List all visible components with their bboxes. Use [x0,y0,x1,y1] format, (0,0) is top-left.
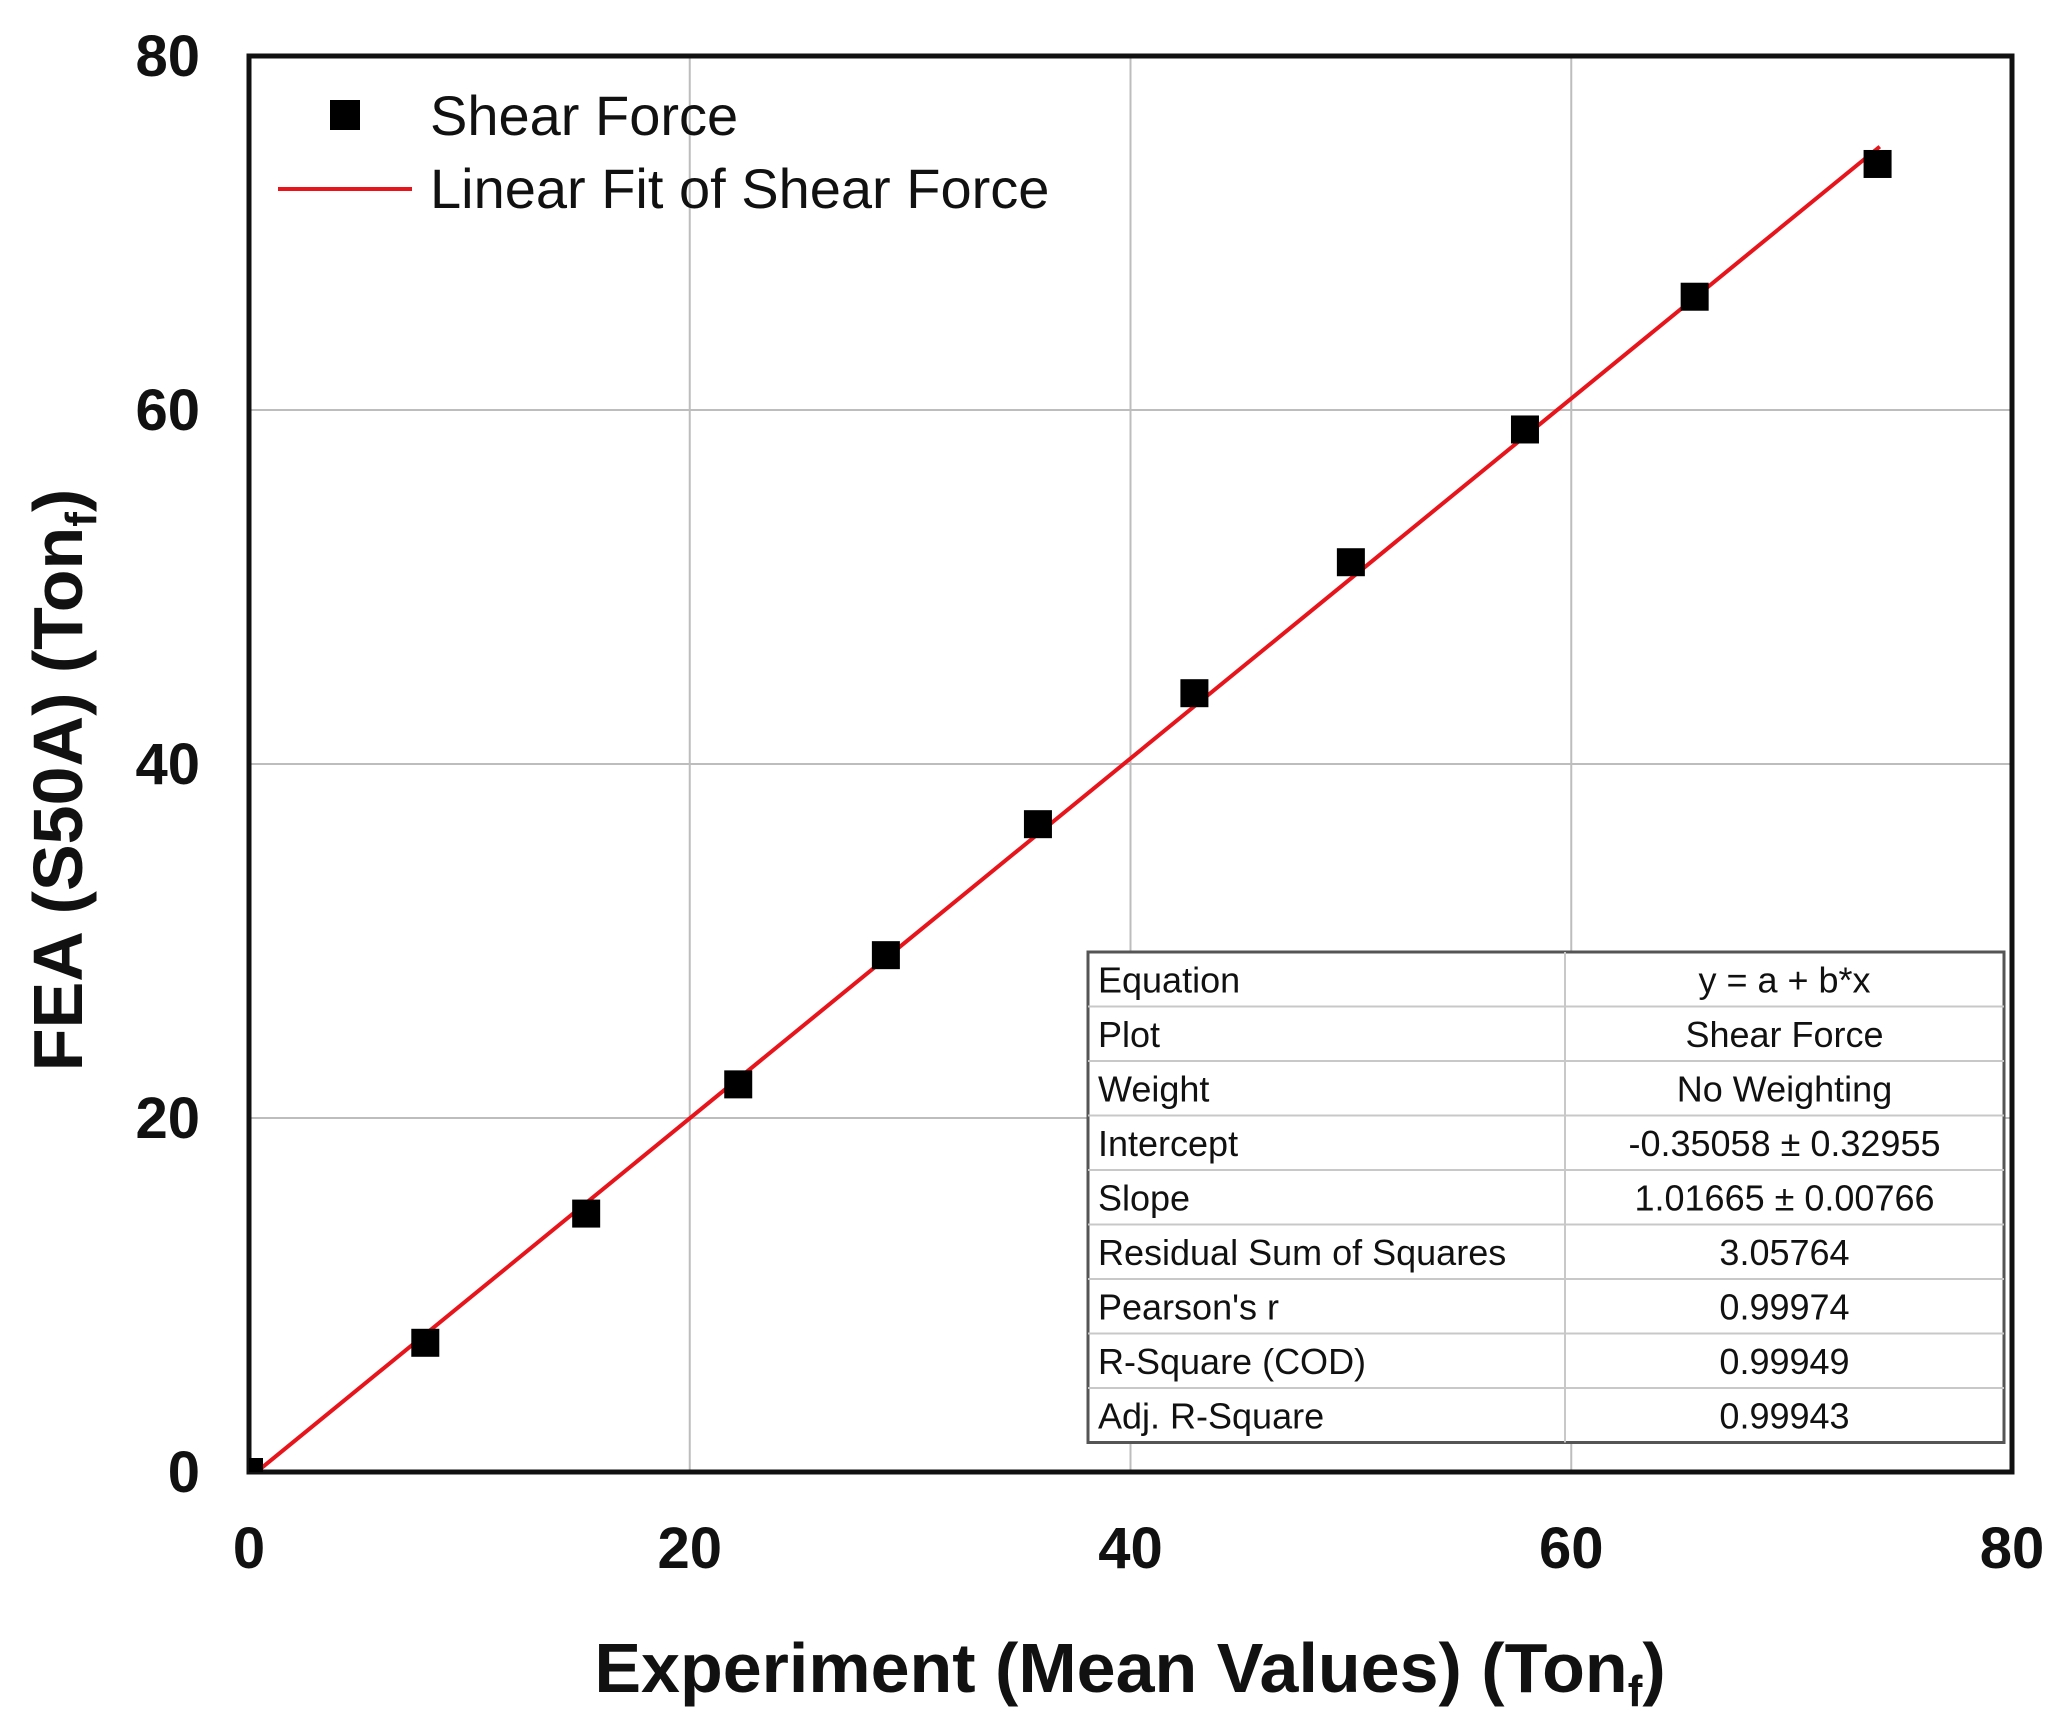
y-tick-label: 20 [135,1086,200,1151]
data-point [249,1458,263,1472]
stats-label: Weight [1098,1068,1209,1109]
stats-value: Shear Force [1685,1014,1883,1055]
y-tick-label: 0 [168,1440,200,1505]
linear-fit-line [253,145,1882,1472]
stats-value: y = a + b*x [1698,959,1870,1000]
stats-label: Slope [1098,1177,1190,1218]
x-tick-label: 0 [233,1516,265,1581]
data-series [249,145,1892,1472]
y-axis-title-main: FEA (S50A) (Ton [19,527,97,1071]
data-point [871,941,900,970]
data-point [1336,548,1365,577]
x-tick-label: 80 [1980,1516,2045,1581]
data-point [1180,679,1209,708]
x-tick-label: 40 [1098,1516,1163,1581]
stats-value: 3.05764 [1719,1232,1849,1273]
stats-label: Intercept [1098,1123,1238,1164]
stats-value: 1.01665 ± 0.00766 [1634,1177,1934,1218]
x-axis-title-sub: f [1628,1667,1643,1716]
stats-label: Plot [1098,1014,1160,1055]
legend-marker-shear-force [330,100,360,130]
legend-label-linear-fit: Linear Fit of Shear Force [430,157,1049,220]
plot-frame [246,53,2015,1475]
legend-label-shear-force: Shear Force [430,84,738,147]
data-point [724,1070,753,1099]
data-point [572,1199,601,1228]
data-point [1023,810,1052,839]
x-axis-title-main: Experiment (Mean Values) (Ton [594,1629,1627,1707]
stats-value: 0.99974 [1719,1286,1849,1327]
stats-label: Residual Sum of Squares [1098,1232,1506,1273]
stats-table-frame [1086,950,2006,1444]
x-tick-label: 60 [1539,1516,1604,1581]
y-axis-title-close: ) [19,489,97,512]
stats-value: No Weighting [1677,1068,1892,1109]
stats-label: Adj. R-Square [1098,1395,1324,1436]
y-axis-title-sub: f [57,512,106,527]
data-point [1863,149,1892,178]
stats-value: -0.35058 ± 0.32955 [1628,1123,1940,1164]
legend: Shear Force Linear Fit of Shear Force [278,84,1049,220]
data-point [411,1328,440,1357]
stats-label: Pearson's r [1098,1286,1279,1327]
stats-value: 0.99943 [1719,1395,1849,1436]
data-point [1510,415,1539,444]
grid-lines [249,56,2012,1472]
y-tick-label: 60 [135,378,200,443]
x-axis-title-close: ) [1642,1629,1665,1707]
tick-labels: 0 20 40 60 80 0 20 40 60 80 [135,24,2044,1581]
x-axis-title: Experiment (Mean Values) (Tonf) [594,1629,1665,1716]
x-tick-label: 20 [657,1516,722,1581]
data-point [1680,282,1709,311]
y-axis-title: FEA (S50A) (Tonf) [19,489,106,1071]
stats-label: R-Square (COD) [1098,1341,1366,1382]
fit-statistics-table: Equation y = a + b*x Plot Shear Force Weight… [1086,950,2006,1444]
y-tick-label: 40 [135,732,200,797]
stats-value: 0.99949 [1719,1341,1849,1382]
stats-label: Equation [1098,959,1240,1000]
y-tick-label: 80 [135,24,200,89]
